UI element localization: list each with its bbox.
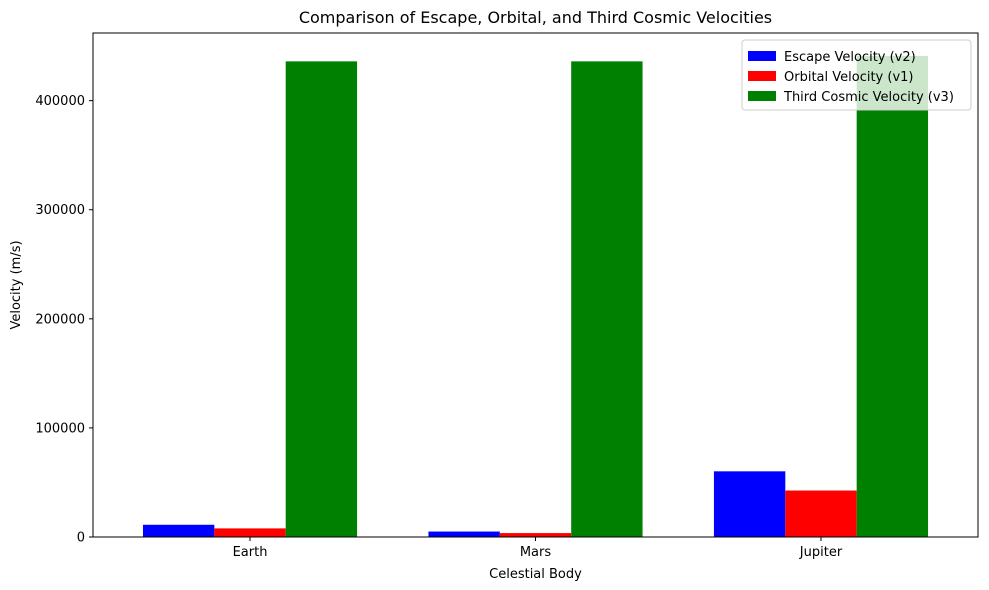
y-axis: 0 100000 200000 300000 400000 [35,94,93,546]
x-tick-label: Mars [520,545,552,560]
legend-label: Third Cosmic Velocity (v3) [783,90,954,105]
bar-third-cosmic-velocity-v3--mars [571,61,643,537]
legend-box [741,39,972,111]
x-axis-title: Celestial Body [489,567,582,582]
y-axis-title: Velocity (m/s) [9,240,24,329]
x-tick-label: Earth [233,545,268,560]
bar-escape-velocity-v2--jupiter [713,471,786,537]
legend: Escape Velocity (v2) Orbital Velocity (v1… [741,39,972,111]
bar-orbital-velocity-v1--mars [499,533,572,537]
y-tick-label: 400000 [35,94,85,109]
legend-swatch [748,71,776,81]
bar-escape-velocity-v2--earth [142,524,215,537]
x-axis: Earth Mars Jupiter [233,537,843,560]
x-tick-label: Jupiter [799,545,843,560]
legend-label: Escape Velocity (v2) [784,50,916,65]
legend-swatch [748,91,776,101]
y-tick-label: 300000 [35,203,85,218]
bar-orbital-velocity-v1--jupiter [785,490,857,537]
bars-layer [142,55,929,538]
y-tick-label: 0 [77,531,85,546]
bar-orbital-velocity-v1--earth [214,528,286,537]
legend-label: Orbital Velocity (v1) [784,70,914,85]
legend-swatch [748,51,776,61]
chart-title: Comparison of Escape, Orbital, and Third… [299,8,772,27]
bar-third-cosmic-velocity-v3--jupiter [856,55,929,538]
bar-third-cosmic-velocity-v3--earth [285,61,358,537]
y-tick-label: 100000 [35,421,85,436]
bar-escape-velocity-v2--mars [428,531,500,537]
y-tick-label: 200000 [35,312,85,327]
